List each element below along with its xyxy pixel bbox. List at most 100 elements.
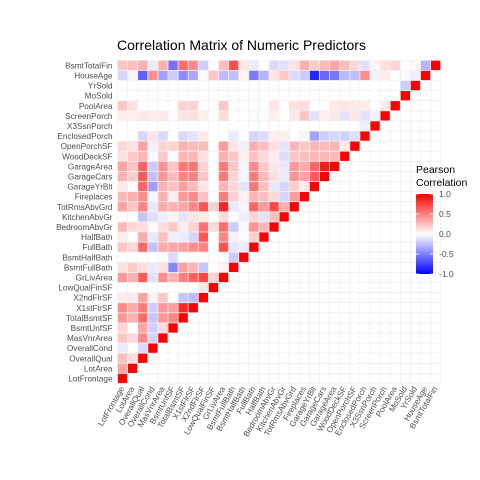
heatmap-cell <box>289 151 299 161</box>
heatmap-cell <box>168 232 178 242</box>
heatmap-cell <box>239 232 249 242</box>
heatmap-cell <box>138 202 148 212</box>
heatmap-cell <box>128 343 138 353</box>
heatmap-cell <box>249 242 259 252</box>
heatmap-cell <box>138 212 148 222</box>
heatmap-cell <box>319 80 330 91</box>
heatmap-cell <box>299 60 309 70</box>
heatmap-cell <box>188 171 198 182</box>
chart-title: Correlation Matrix of Numeric Predictors <box>117 37 366 53</box>
heatmap-cell <box>178 161 188 171</box>
heatmap-cell <box>117 272 128 283</box>
heatmap-cell <box>259 232 269 242</box>
heatmap-cell <box>158 303 168 313</box>
heatmap-cell <box>138 161 148 171</box>
heatmap-cell <box>269 151 279 161</box>
heatmap-cell <box>117 222 128 232</box>
heatmap-cell <box>249 232 259 242</box>
heatmap-cell <box>229 242 239 252</box>
heatmap-cell <box>259 141 269 151</box>
heatmap-cell <box>138 313 148 323</box>
heatmap-cell <box>360 121 370 131</box>
heatmap-cell <box>178 151 188 161</box>
heatmap-cell <box>178 131 188 141</box>
heatmap-cell <box>259 171 269 182</box>
heatmap-cell <box>249 60 259 70</box>
y-tick-label: ScreenPorch <box>65 112 113 121</box>
heatmap-cell <box>188 60 198 70</box>
y-tick-label: KitchenAbvGr <box>62 213 113 222</box>
heatmap-cell <box>178 293 188 303</box>
heatmap-cell <box>117 343 128 353</box>
heatmap-cell <box>158 323 168 333</box>
heatmap-cell <box>229 131 239 141</box>
heatmap-cell <box>390 60 400 70</box>
heatmap-cell <box>198 171 208 182</box>
heatmap-cell <box>239 91 249 101</box>
heatmap-cell <box>299 141 309 151</box>
heatmap-cell <box>299 80 309 91</box>
heatmap-cell <box>269 161 279 171</box>
heatmap-cell <box>158 121 168 131</box>
heatmap-cell <box>229 151 239 161</box>
heatmap-cell <box>370 60 380 70</box>
y-tick-label: LotArea <box>84 364 113 373</box>
heatmap-cell <box>117 242 128 252</box>
heatmap-cell <box>198 80 208 91</box>
heatmap-cell <box>229 141 239 151</box>
heatmap-cell <box>117 212 128 222</box>
heatmap-cell <box>208 222 219 232</box>
heatmap-cell <box>117 323 128 333</box>
heatmap-cell <box>309 80 320 91</box>
heatmap-cell <box>239 70 249 81</box>
heatmap-cell <box>370 111 380 121</box>
heatmap-cell <box>168 121 178 131</box>
y-tick-label: TotalBsmtSF <box>66 314 112 323</box>
heatmap-cell <box>380 60 390 70</box>
heatmap-cell <box>319 131 330 141</box>
heatmap-cell <box>128 242 138 252</box>
heatmap-cell <box>279 111 289 121</box>
heatmap-cell <box>198 91 208 101</box>
heatmap-cell <box>168 272 178 283</box>
heatmap-cell <box>148 111 158 121</box>
heatmap-cell <box>360 70 370 81</box>
heatmap-cell <box>340 91 350 101</box>
heatmap-cell <box>319 161 330 171</box>
heatmap-cell <box>138 293 148 303</box>
heatmap-cell <box>208 272 219 283</box>
heatmap-cell <box>188 181 198 192</box>
heatmap-cell <box>138 353 148 363</box>
legend-colorbar <box>416 194 433 274</box>
heatmap-cell <box>340 151 350 161</box>
heatmap-cell <box>330 121 340 131</box>
heatmap-cell <box>218 70 229 81</box>
heatmap-cell <box>380 70 390 81</box>
heatmap-cell <box>208 151 219 161</box>
heatmap-cell <box>158 272 168 283</box>
heatmap-cell <box>239 131 249 141</box>
heatmap-cell <box>198 192 208 202</box>
heatmap-cell <box>360 91 370 101</box>
heatmap-cell <box>178 242 188 252</box>
heatmap-cell <box>148 80 158 91</box>
heatmap-cell <box>198 232 208 242</box>
heatmap-cell <box>269 192 279 202</box>
heatmap-cell <box>138 111 148 121</box>
heatmap-cell <box>148 303 158 313</box>
heatmap-cell <box>259 212 269 222</box>
heatmap-cell <box>128 353 138 363</box>
heatmap-cell <box>299 121 309 131</box>
heatmap-cell <box>218 262 229 272</box>
heatmap-cell <box>208 242 219 252</box>
heatmap-cell <box>178 70 188 81</box>
heatmap-cell <box>158 151 168 161</box>
heatmap-cell <box>259 60 269 70</box>
heatmap-cell <box>168 303 178 313</box>
heatmap-cell <box>148 343 158 353</box>
y-tick-label: HalfBath <box>81 233 113 242</box>
heatmap-cell <box>117 141 128 151</box>
heatmap-cell <box>319 151 330 161</box>
heatmap-cell <box>370 70 380 81</box>
heatmap-cell <box>188 161 198 171</box>
